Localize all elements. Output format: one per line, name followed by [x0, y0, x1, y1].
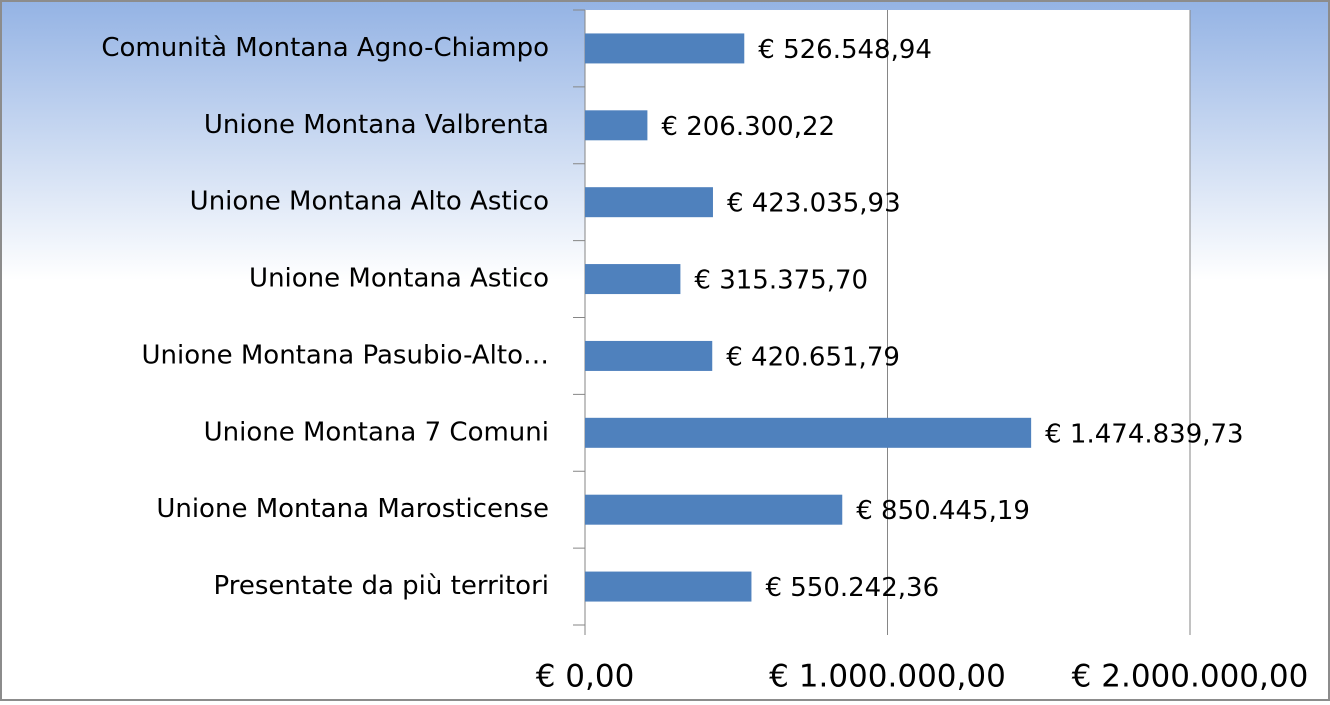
y-tick-label: Unione Montana Valbrenta [204, 110, 549, 140]
y-tick-label: Presentate da più territori [214, 571, 549, 601]
bar [585, 264, 681, 295]
value-label: € 423.035,93 [727, 189, 901, 219]
x-tick-label: € 0,00 [536, 659, 635, 695]
bar [585, 110, 648, 141]
value-label: € 420.651,79 [726, 342, 900, 372]
bar [585, 33, 745, 64]
bar [585, 494, 843, 525]
value-label: € 1.474.839,73 [1045, 419, 1243, 449]
x-tick-label: € 1.000.000,00 [769, 659, 1006, 695]
value-label: € 850.445,19 [856, 496, 1030, 526]
y-tick-label: Unione Montana 7 Comuni [204, 417, 549, 447]
y-tick-label: Unione Montana Alto Astico [190, 187, 549, 217]
bar [585, 340, 713, 371]
y-tick-label: Unione Montana Astico [249, 264, 549, 294]
bar [585, 187, 713, 218]
bar [585, 417, 1032, 448]
y-tick-label: Unione Montana Pasubio-Alto… [141, 340, 549, 370]
bar [585, 571, 752, 602]
y-tick-label: Unione Montana Marosticense [156, 494, 549, 524]
y-tick-label: Comunità Montana Agno-Chiampo [101, 33, 549, 63]
value-label: € 526.548,94 [758, 35, 932, 65]
value-label: € 550.242,36 [765, 573, 939, 603]
value-label: € 315.375,70 [694, 266, 868, 296]
x-tick-label: € 2.000.000,00 [1072, 659, 1309, 695]
value-label: € 206.300,22 [661, 112, 835, 142]
